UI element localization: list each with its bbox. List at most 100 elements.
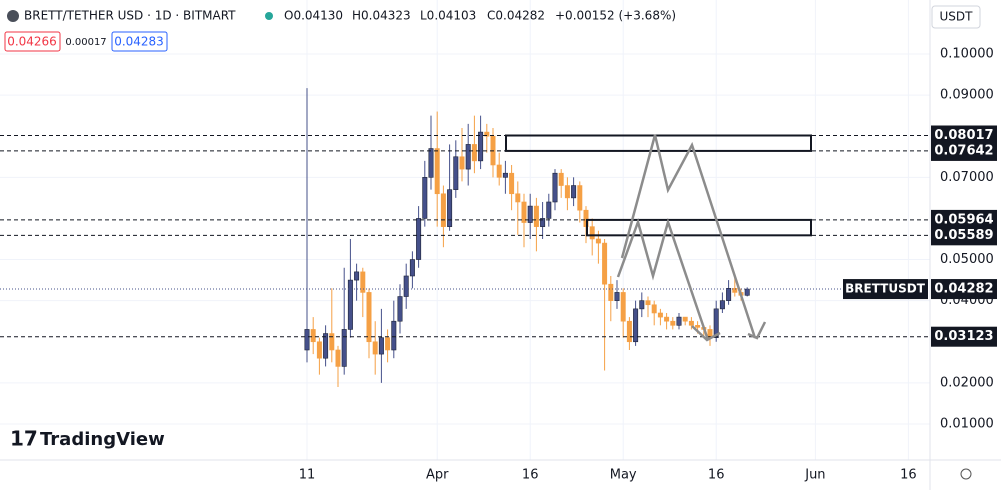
level-label: 0.05589 xyxy=(934,228,993,243)
candle-body xyxy=(552,172,558,203)
candle-body xyxy=(416,218,422,260)
candle-body xyxy=(633,308,639,343)
y-tick-label: 0.09000 xyxy=(940,88,994,103)
candle-body xyxy=(639,300,645,310)
candle-body xyxy=(571,185,577,199)
last-price-tag xyxy=(931,279,997,300)
candle-body xyxy=(744,288,750,296)
candle-body xyxy=(316,341,322,359)
candle-body xyxy=(465,144,471,170)
symbol-tag-box xyxy=(843,279,928,300)
candle-body xyxy=(385,337,391,351)
candle-body xyxy=(378,337,384,355)
level-label: 0.07642 xyxy=(934,143,993,158)
level-tag xyxy=(931,140,997,161)
y-tick-label: 0.01000 xyxy=(940,416,994,431)
pattern-drawing xyxy=(616,134,767,342)
candle-body xyxy=(546,201,552,219)
candle-body xyxy=(484,131,490,137)
currency: USDT xyxy=(940,10,974,24)
candle-body xyxy=(440,193,446,227)
candle-body xyxy=(651,304,657,314)
settings-icon[interactable] xyxy=(960,468,972,480)
zone-box xyxy=(586,218,812,237)
projection-lower xyxy=(616,217,710,341)
status-dot xyxy=(265,12,273,20)
level-label: 0.03123 xyxy=(934,329,993,344)
x-tick-label: May xyxy=(610,468,637,483)
buy-box[interactable] xyxy=(111,31,168,52)
candle-body xyxy=(502,172,508,178)
arrow-head xyxy=(691,325,721,342)
logo-mark: 17 xyxy=(10,427,38,451)
x-tick-label: 16 xyxy=(708,468,725,483)
level-label: 0.05964 xyxy=(934,212,993,227)
candle-body xyxy=(719,300,725,310)
candle-body xyxy=(347,279,353,330)
candle-body xyxy=(595,238,601,244)
ohlc-close: C0.04282 xyxy=(487,9,545,23)
spread: 0.00017 xyxy=(65,37,106,48)
x-tick-label: Apr xyxy=(426,468,449,483)
candle-body xyxy=(459,156,465,170)
candle-body xyxy=(354,271,360,281)
arrow-head xyxy=(747,321,767,340)
candle-body xyxy=(329,333,335,351)
candle-body xyxy=(397,296,403,322)
buy-price: 0.04283 xyxy=(114,35,164,49)
candle-body xyxy=(558,172,564,186)
ohlc-change: +0.00152 (+3.68%) xyxy=(555,9,676,23)
candle-body xyxy=(391,320,397,351)
candle-body xyxy=(509,172,515,195)
candle-body xyxy=(695,325,701,328)
candle-body xyxy=(478,131,484,162)
candle-body xyxy=(527,205,533,223)
symbol-title: BRETT/TETHER USD · 1D · BITMART xyxy=(24,9,236,23)
level-tag xyxy=(931,326,997,347)
symbol-icon xyxy=(7,10,19,22)
candle-body xyxy=(434,148,440,195)
level-tag xyxy=(931,125,997,146)
sell-box[interactable] xyxy=(4,31,61,52)
level-tag xyxy=(931,209,997,230)
candle-body xyxy=(732,288,738,293)
symbol-tag: BRETTUSDT xyxy=(845,282,926,296)
candle-body xyxy=(540,218,546,227)
y-tick-label: 0.10000 xyxy=(940,46,994,61)
candle-body xyxy=(670,320,676,326)
candle-body xyxy=(713,308,719,338)
y-tick-label: 0.05000 xyxy=(940,252,994,267)
candle-body xyxy=(360,271,366,293)
sell-price: 0.04266 xyxy=(7,35,57,49)
brand: TradingView xyxy=(40,429,165,450)
candle-body xyxy=(403,275,409,297)
candle-body xyxy=(310,329,316,343)
candle-body xyxy=(515,193,521,203)
candle-body xyxy=(682,316,688,322)
candle-body xyxy=(304,329,310,351)
candle-body xyxy=(409,259,415,277)
x-tick-label: 16 xyxy=(522,468,539,483)
candle-body xyxy=(447,189,453,227)
projection-upper xyxy=(620,134,757,339)
candle-body xyxy=(608,283,614,301)
candle-body xyxy=(564,185,570,199)
currency-button[interactable] xyxy=(931,5,981,29)
candle-body xyxy=(372,341,378,355)
candle-body xyxy=(366,292,372,343)
level-tag xyxy=(931,225,997,246)
candle-body xyxy=(589,226,595,240)
candle-body xyxy=(602,242,608,285)
candle-body xyxy=(614,292,620,301)
candle-body xyxy=(335,349,341,367)
candle-body xyxy=(496,164,502,178)
x-tick-label: 16 xyxy=(900,468,917,483)
y-tick-label: 0.02000 xyxy=(940,375,994,390)
level-label: 0.08017 xyxy=(934,128,993,143)
x-tick-label: Jun xyxy=(804,468,825,483)
candle-body xyxy=(664,316,670,322)
candle-body xyxy=(471,144,477,162)
x-tick-label: 11 xyxy=(299,468,316,483)
